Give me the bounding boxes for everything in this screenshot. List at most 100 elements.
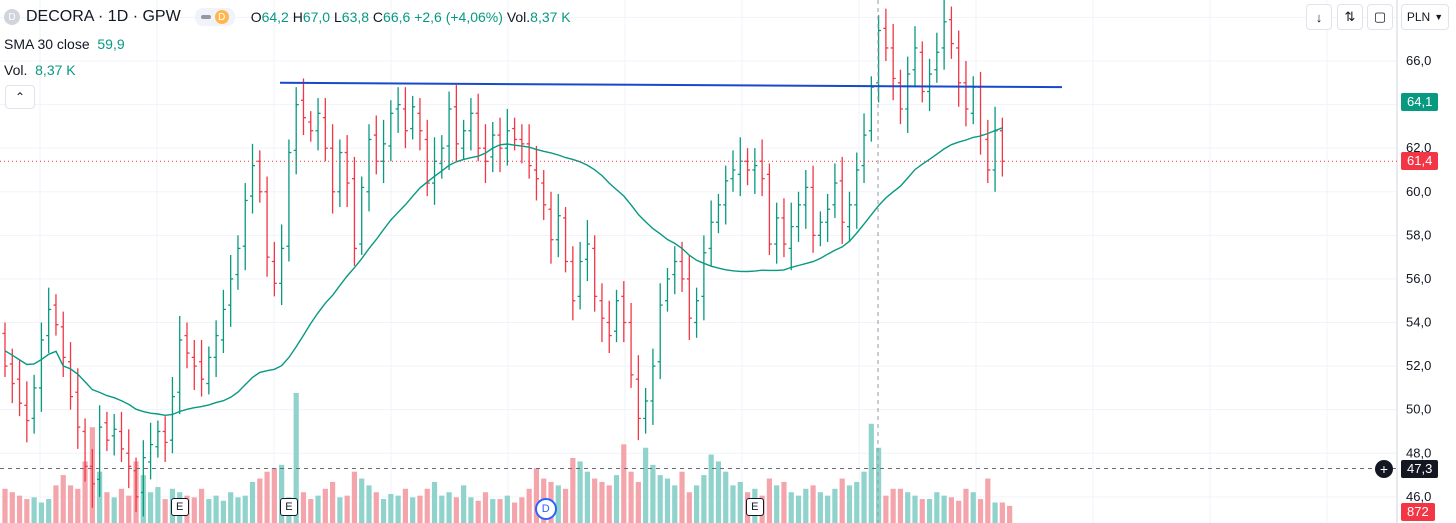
volume-bar — [461, 485, 467, 523]
volume-bar — [963, 488, 969, 523]
volume-bar — [650, 464, 656, 523]
volume-bar — [504, 495, 510, 523]
volume-bar — [97, 471, 103, 523]
add-alert-icon[interactable]: + — [1375, 459, 1393, 478]
volume-bar — [533, 468, 540, 523]
volume-bar — [16, 495, 23, 523]
volume-bar — [373, 492, 379, 523]
volume-bar — [497, 499, 503, 523]
volume-bar — [977, 499, 984, 523]
low-value: 63,8 — [341, 9, 370, 25]
volume-bar — [46, 499, 52, 523]
volume-bar — [191, 497, 197, 523]
volume-bar — [934, 492, 940, 523]
volume-bar — [38, 502, 44, 523]
collapse-legend-button[interactable]: ⌃ — [5, 85, 35, 109]
sma-price-label: 64,1 — [1401, 93, 1439, 112]
volume-indicator-label: Vol. — [4, 62, 28, 78]
volume-bar — [322, 488, 328, 523]
earnings-event-marker[interactable]: E — [279, 498, 298, 516]
dividend-event-marker[interactable]: D — [534, 498, 557, 520]
volume-bar — [308, 499, 314, 523]
volume-bar — [475, 500, 481, 523]
volume-bar — [417, 495, 423, 523]
volume-bar — [599, 481, 605, 523]
volume-bar — [774, 485, 780, 523]
volume-bar — [948, 497, 954, 523]
collapse-pane-button[interactable]: ⇅ — [1337, 4, 1363, 30]
volume-bar — [351, 471, 358, 523]
volume-label: Vol. — [506, 9, 531, 25]
volume-bar — [701, 475, 707, 523]
volume-bar — [519, 497, 525, 523]
volume-bar — [723, 471, 729, 523]
price-tick-label: 50,0 — [1406, 402, 1431, 417]
volume-bar — [293, 393, 299, 523]
dash-icon — [200, 15, 211, 19]
volume-bar — [577, 461, 583, 523]
volume-bar — [82, 461, 88, 523]
volume-bar — [730, 485, 736, 523]
volume-bar — [795, 495, 802, 523]
volume-bars — [2, 393, 1013, 523]
crosshair-price-label: 47,3 — [1401, 459, 1439, 478]
volume-bar — [242, 495, 248, 523]
volume-bar — [337, 497, 343, 523]
volume-bar — [606, 485, 612, 523]
volume-bar — [686, 492, 692, 523]
earnings-event-marker[interactable]: E — [170, 498, 189, 516]
volume-bar — [439, 495, 445, 523]
volume-bar — [388, 493, 394, 523]
sma-legend[interactable]: SMA 30 close 59,9 — [4, 36, 125, 52]
volume-bar — [279, 464, 285, 523]
close-value: 66,6 — [383, 9, 411, 25]
price-tick-label: 52,0 — [1406, 358, 1431, 373]
volume-bar — [67, 485, 74, 523]
volume-bar — [410, 497, 416, 523]
volume-bar — [53, 485, 59, 523]
volume-bar — [999, 502, 1005, 523]
volume-bar — [970, 492, 976, 523]
price-tick-label: 58,0 — [1406, 227, 1431, 242]
volume-bar — [846, 485, 853, 523]
chevron-down-icon: ▼ — [1434, 12, 1444, 22]
ohlc-values: O64,2 H67,0 L63,8 C66,6 +2,6 (+4,06%) Vo… — [251, 9, 571, 25]
currency-select[interactable]: PLN ▼ — [1401, 4, 1449, 30]
volume-bar — [526, 488, 532, 523]
volume-bar — [118, 488, 125, 523]
volume-bar — [402, 488, 408, 523]
market-status-badge[interactable]: D — [194, 8, 235, 26]
volume-bar — [635, 481, 641, 523]
volume-bar — [148, 492, 154, 523]
chevron-up-icon: ⌃ — [14, 90, 26, 104]
volume-bar — [926, 499, 933, 523]
volume-bar — [664, 478, 671, 523]
trendline — [279, 81, 1063, 89]
volume-bar — [213, 495, 219, 523]
volume-bar — [956, 500, 962, 523]
sma-30-line — [4, 127, 1003, 417]
volume-bar — [839, 478, 845, 523]
symbol-title[interactable]: DECORA · 1D · GPW — [26, 8, 181, 25]
volume-bar — [643, 447, 649, 523]
earnings-event-marker[interactable]: E — [745, 498, 764, 516]
symbol-logo-icon: D — [4, 9, 20, 25]
volume-bar — [380, 499, 387, 523]
volume-bar — [2, 488, 8, 523]
scroll-down-button[interactable]: ↓ — [1306, 4, 1332, 30]
volume-bar — [431, 481, 438, 523]
volume-bar — [657, 475, 663, 523]
volume-bar — [1007, 505, 1013, 523]
volume-bar — [344, 495, 350, 523]
price-tick-label: 48,0 — [1406, 445, 1431, 460]
fullscreen-button[interactable]: ▢ — [1367, 4, 1393, 30]
volume-bar — [359, 478, 365, 523]
volume-bar — [468, 497, 474, 523]
volume-bar — [228, 492, 234, 523]
volume-bar — [941, 495, 947, 523]
volume-bar — [621, 444, 627, 523]
volume-legend[interactable]: Vol. 8,37 K — [4, 62, 76, 78]
volume-bar — [9, 492, 15, 523]
volume-bar — [919, 499, 925, 523]
